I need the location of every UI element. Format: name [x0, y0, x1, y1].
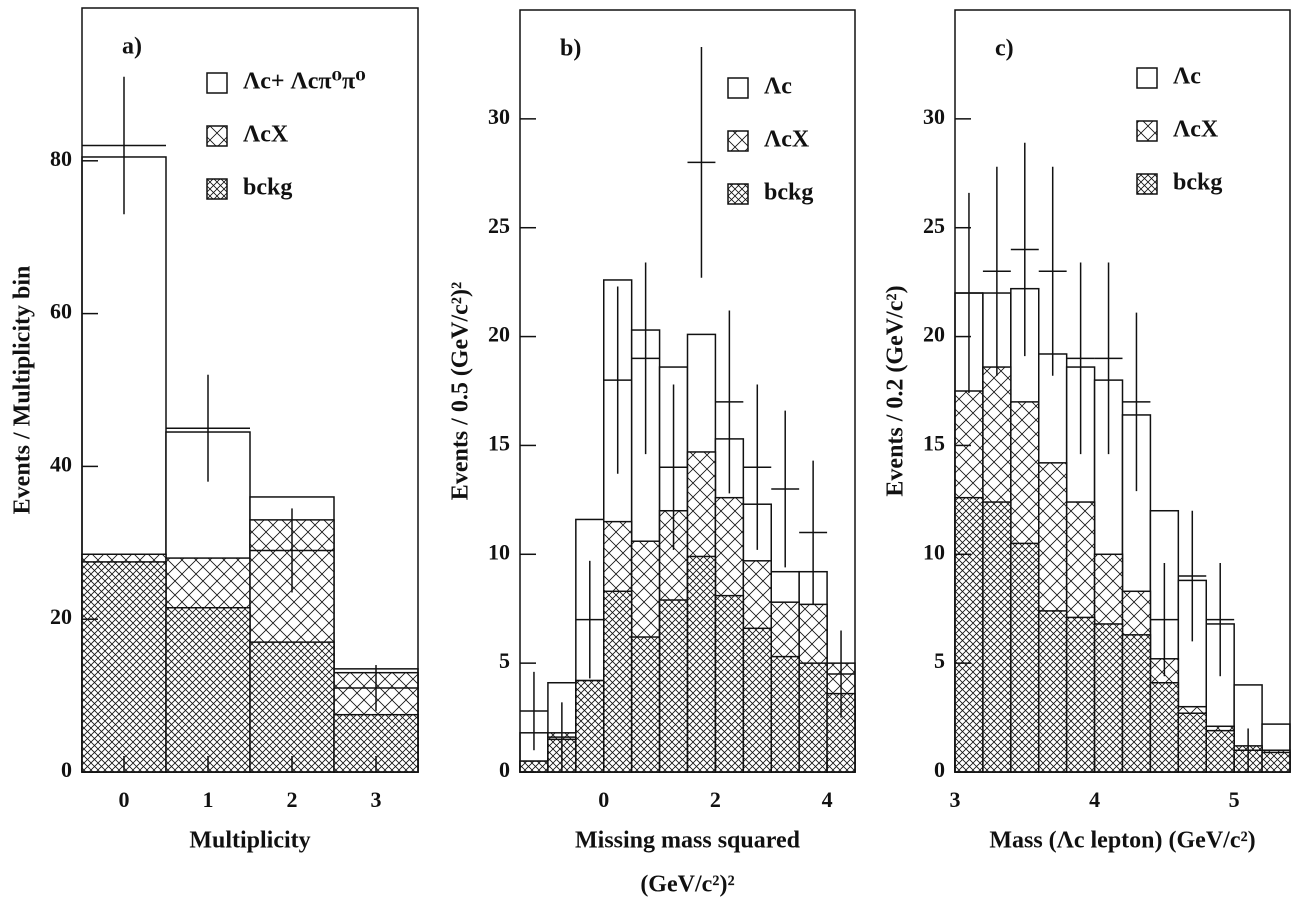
y-axis-label: Events / 0.5 (GeV/c²)² [448, 282, 474, 500]
legend-swatch [1136, 173, 1158, 195]
panel-label: c) [995, 36, 1014, 62]
y-tick-label: 5 [934, 648, 945, 673]
histogram-bin [686, 555, 717, 773]
x-axis-label: (GeV/c²)² [640, 872, 734, 898]
histogram-bin [714, 594, 745, 773]
legend-label: ΛcX [1173, 117, 1219, 143]
y-tick-label: 10 [923, 539, 945, 564]
histogram-bin [603, 590, 633, 773]
histogram-bin [1038, 610, 1068, 773]
histogram-bin [630, 636, 661, 773]
y-axis-label: Events / Multiplicity bin [10, 266, 36, 515]
x-tick-label: 0 [119, 787, 130, 812]
legend-label: ΛcX [764, 127, 810, 153]
plot-frame [519, 9, 856, 773]
x-axis-label: Multiplicity [189, 828, 310, 854]
histogram-bin [798, 662, 828, 773]
legend-swatch [727, 183, 749, 205]
panel-label: b) [560, 36, 581, 62]
legend-label: bckg [764, 180, 813, 206]
y-tick-label: 25 [488, 213, 510, 238]
histogram-bin [1010, 542, 1040, 773]
legend-label: Λc [764, 74, 792, 100]
histogram-bin [1093, 623, 1124, 773]
x-tick-label: 4 [1089, 787, 1100, 812]
histogram-bin [519, 760, 549, 773]
legend-swatch [1136, 120, 1158, 142]
y-tick-label: 25 [923, 213, 945, 238]
x-tick-label: 0 [598, 787, 609, 812]
x-axis-label: Mass (Λc lepton) (GeV/c²) [989, 828, 1255, 854]
y-tick-label: 0 [61, 757, 72, 782]
histogram-bin [742, 627, 772, 773]
histogram-bin [81, 561, 167, 773]
y-tick-label: 40 [50, 451, 72, 476]
x-tick-label: 5 [1229, 787, 1240, 812]
legend-label: Λc [1173, 64, 1201, 90]
y-tick-label: 15 [923, 430, 945, 455]
histogram-bin [1149, 681, 1180, 773]
histogram-bin [982, 501, 1012, 773]
x-tick-label: 1 [203, 787, 214, 812]
y-axis-label: Events / 0.2 (GeV/c²) [883, 285, 909, 496]
y-tick-label: 20 [923, 322, 945, 347]
y-tick-label: 0 [934, 757, 945, 782]
y-tick-label: 20 [488, 322, 510, 347]
y-tick-label: 10 [488, 539, 510, 564]
histogram-bin [575, 679, 605, 773]
legend-swatch [727, 130, 749, 152]
legend-label: Λc+ Λcπ⁰π⁰ [243, 69, 366, 95]
y-tick-label: 20 [50, 604, 72, 629]
y-tick-label: 0 [499, 757, 510, 782]
legend-swatch [206, 72, 228, 94]
y-tick-label: 5 [499, 648, 510, 673]
x-tick-label: 3 [950, 787, 961, 812]
legend-swatch [1136, 67, 1158, 89]
y-tick-label: 15 [488, 430, 510, 455]
legend-swatch [206, 125, 228, 147]
y-tick-label: 60 [50, 299, 72, 324]
legend-swatch [727, 77, 749, 99]
legend-label: ΛcX [243, 122, 289, 148]
x-tick-label: 4 [822, 787, 833, 812]
y-tick-label: 30 [488, 104, 510, 129]
histogram-bin [1121, 634, 1152, 773]
plot-frame [81, 7, 419, 773]
histogram-bin [954, 496, 984, 773]
histogram-bin [1205, 729, 1235, 773]
histogram-bin [165, 606, 251, 773]
histogram-bin [249, 641, 335, 773]
histogram-bin [1065, 616, 1096, 773]
histogram-bin [1177, 712, 1208, 773]
panel-label: a) [122, 34, 142, 60]
x-axis-label: Missing mass squared [575, 828, 801, 854]
legend-swatch [206, 178, 228, 200]
plot-frame [954, 9, 1291, 773]
histogram-bin [658, 599, 689, 773]
x-tick-label: 2 [287, 787, 298, 812]
x-tick-label: 2 [710, 787, 721, 812]
x-tick-label: 3 [371, 787, 382, 812]
legend-label: bckg [1173, 170, 1222, 196]
histogram-bin [770, 655, 800, 773]
histogram-bin [1261, 751, 1291, 773]
y-tick-label: 80 [50, 146, 72, 171]
legend-label: bckg [243, 175, 292, 201]
y-tick-label: 30 [923, 104, 945, 129]
